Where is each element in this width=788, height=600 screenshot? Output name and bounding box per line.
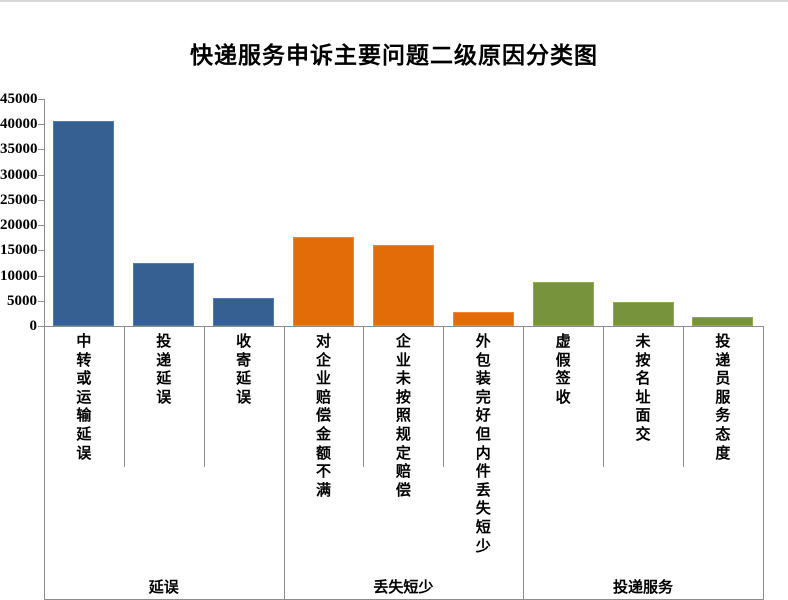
- bar: [293, 236, 355, 326]
- bar: [692, 317, 754, 326]
- y-tick-label: 25000: [0, 191, 38, 208]
- bar: [612, 302, 674, 326]
- y-tick-mark: [38, 225, 44, 227]
- category-label: 虚 假 签 收: [555, 334, 571, 406]
- y-tick-mark: [38, 149, 44, 151]
- category-separator: [443, 326, 445, 467]
- bar: [452, 311, 514, 326]
- y-tick-label: 35000: [0, 141, 38, 158]
- category-separator: [603, 326, 605, 467]
- y-tick-mark: [38, 275, 44, 277]
- bar: [53, 120, 115, 326]
- y-tick-label: 45000: [0, 91, 38, 107]
- y-tick-mark: [38, 124, 44, 126]
- y-tick-label: 30000: [0, 166, 38, 183]
- x-axis-line: [44, 326, 764, 327]
- y-tick-mark: [38, 99, 44, 100]
- y-tick-label: 15000: [0, 242, 38, 259]
- group-label: 延误: [148, 580, 179, 596]
- group-label: 投递服务: [612, 580, 673, 596]
- table-right-line: [762, 326, 764, 599]
- bar: [133, 263, 195, 326]
- y-axis-line: [44, 99, 45, 599]
- y-tick-mark: [38, 300, 44, 302]
- category-label: 投 递 延 误: [156, 334, 172, 406]
- category-label: 未 按 名 址 面 交: [635, 334, 651, 443]
- group-label: 丢失短少: [373, 580, 434, 596]
- category-separator: [123, 326, 125, 467]
- category-separator: [363, 326, 365, 467]
- category-separator: [682, 326, 684, 467]
- y-tick-mark: [38, 199, 44, 201]
- category-separator: [203, 326, 205, 467]
- category-label: 收 寄 延 误: [236, 334, 252, 406]
- y-tick-label: 0: [29, 318, 38, 334]
- chart-title: 快递服务申诉主要问题二级原因分类图: [190, 43, 598, 68]
- y-tick-mark: [38, 250, 44, 252]
- y-tick-label: 20000: [0, 217, 38, 234]
- y-tick-mark: [38, 326, 44, 327]
- y-tick-mark: [38, 174, 44, 176]
- bar: [532, 282, 594, 326]
- category-label: 外 包 装 完 好 但 内 件 丢 失 短 少: [475, 334, 491, 555]
- category-label: 中 转 或 运 输 延 误: [76, 334, 92, 462]
- group-separator: [283, 326, 285, 599]
- y-tick-label: 40000: [0, 116, 38, 133]
- y-tick-label: 10000: [0, 267, 38, 284]
- category-label: 企 业 未 按 照 规 定 赔 偿: [395, 334, 411, 499]
- bar: [372, 245, 434, 326]
- y-tick-label: 5000: [7, 292, 37, 309]
- bar: [213, 298, 275, 326]
- group-separator: [523, 326, 525, 599]
- category-label: 对 企 业 赔 偿 金 额 不 满: [316, 334, 332, 499]
- category-label: 投 递 员 服 务 态 度: [715, 334, 731, 462]
